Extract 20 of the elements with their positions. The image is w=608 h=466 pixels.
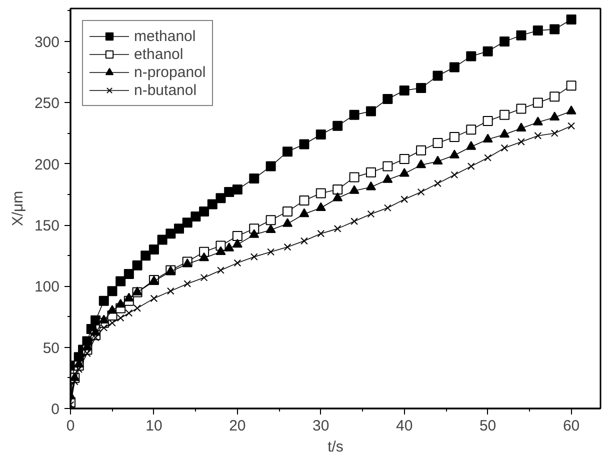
- y-axis-title: X/μm: [9, 190, 26, 226]
- x-tick-label: 40: [396, 418, 413, 434]
- y-tick-label: 250: [34, 95, 60, 112]
- legend-label: n-butanol: [134, 81, 197, 99]
- y-tick-label: 100: [34, 278, 60, 296]
- y-tick-label: 150: [34, 218, 60, 235]
- x-tick-label: 60: [562, 418, 580, 434]
- y-tick-label: 300: [34, 34, 60, 52]
- legend-label: n-propanol: [134, 63, 206, 81]
- x-tick-label: 20: [229, 418, 246, 434]
- x-tick-label: 0: [66, 418, 75, 434]
- x-tick-label: 10: [146, 418, 162, 434]
- legend-label: ethanol: [134, 45, 184, 63]
- y-tick-label: 0: [51, 401, 60, 418]
- x-tick-label: 50: [479, 418, 496, 434]
- y-tick-label: 200: [34, 156, 60, 174]
- y-tick-label: 50: [42, 340, 60, 357]
- x-tick-label: 30: [312, 418, 330, 434]
- x-axis-title: t/s: [328, 438, 344, 456]
- legend-label: methanol: [134, 27, 196, 45]
